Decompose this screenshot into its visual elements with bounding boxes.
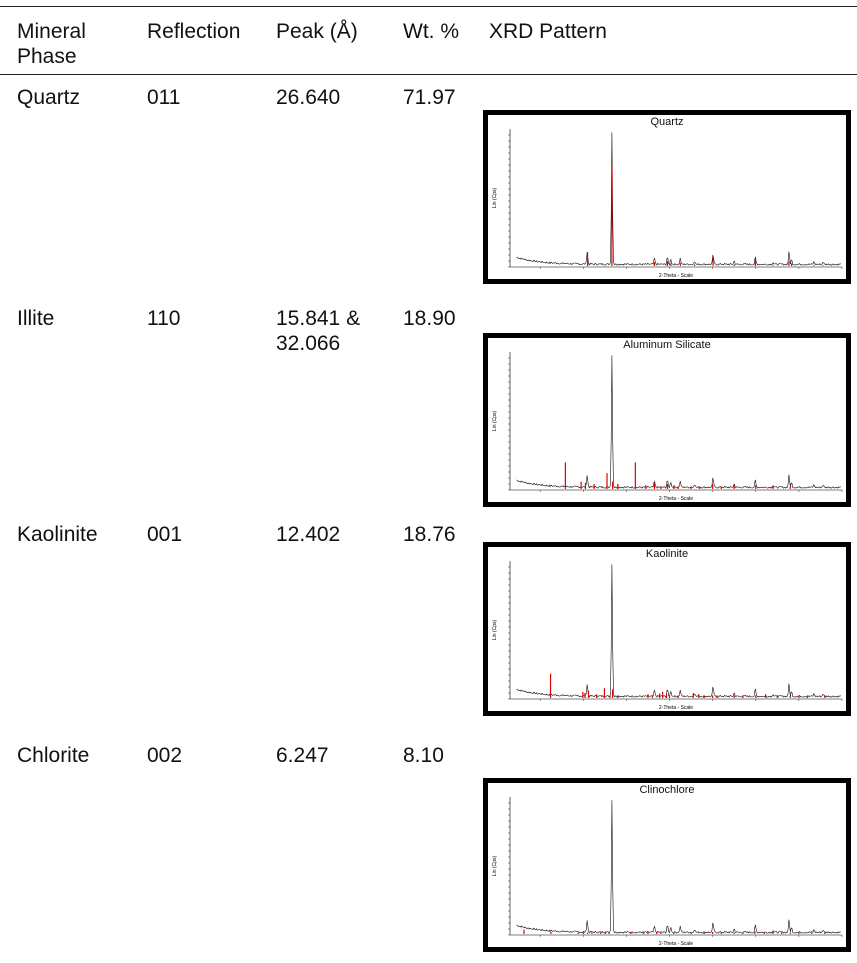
- y-axis-label: Lin (Cps): [492, 188, 498, 209]
- xrd-title: Quartz: [650, 116, 684, 128]
- row-chlorite-peak: 6.247: [276, 744, 329, 767]
- y-axis-label: Lin (Cps): [492, 620, 498, 641]
- observed-pattern: [516, 132, 841, 266]
- row-kaolinite-peak: 12.402: [276, 523, 341, 546]
- table-header-rule: [0, 74, 857, 75]
- table-top-rule: [0, 6, 857, 7]
- row-illite-peak: 15.841 & 32.066: [276, 307, 361, 355]
- header-wt: Wt. %: [403, 20, 459, 43]
- row-chlorite-mineral: Chlorite: [17, 744, 90, 767]
- x-axis-label: 2-Theta - Scale: [659, 496, 693, 502]
- x-axis-label: 2-Theta - Scale: [659, 705, 693, 711]
- row-illite-reflection: 110: [147, 307, 181, 330]
- header-peak: Peak (Å): [276, 20, 358, 43]
- row-kaolinite-wt: 18.76: [403, 523, 456, 546]
- xrd-pattern-clinochlore: Lin (Cps) 2-Theta - Scale Clinochlore: [483, 778, 851, 952]
- xrd-plot: Lin (Cps) 2-Theta - Scale: [492, 561, 843, 711]
- row-illite-mineral: Illite: [17, 307, 55, 330]
- xrd-pattern-aluminum-silicate: Lin (Cps) 2-Theta - Scale Aluminum Silica…: [483, 333, 851, 507]
- y-axis-label: Lin (Cps): [492, 856, 498, 877]
- xrd-pattern-kaolinite: Lin (Cps) 2-Theta - Scale Kaolinite: [483, 542, 851, 716]
- observed-pattern: [516, 800, 841, 934]
- x-axis-label: 2-Theta - Scale: [659, 941, 693, 947]
- row-kaolinite-mineral: Kaolinite: [17, 523, 98, 546]
- header-reflection: Reflection: [147, 20, 241, 43]
- row-kaolinite-reflection: 001: [147, 523, 183, 546]
- row-illite-wt: 18.90: [403, 307, 456, 330]
- xrd-pattern-quartz: Lin (Cps) 2-Theta - Scale Quartz: [483, 110, 851, 284]
- xrd-plot: Lin (Cps) 2-Theta - Scale: [492, 352, 843, 502]
- row-chlorite-wt: 8.10: [403, 744, 444, 767]
- xrd-title: Kaolinite: [645, 548, 689, 560]
- y-axis-label: Lin (Cps): [492, 411, 498, 432]
- row-quartz-reflection: 011: [147, 86, 181, 109]
- header-mineral-phase: Mineral Phase: [17, 20, 86, 68]
- x-axis-label: 2-Theta - Scale: [659, 273, 693, 279]
- row-quartz-mineral: Quartz: [17, 86, 81, 109]
- row-quartz-wt: 71.97: [403, 86, 456, 109]
- row-chlorite-reflection: 002: [147, 744, 183, 767]
- observed-pattern: [516, 564, 841, 698]
- row-quartz-peak: 26.640: [276, 86, 341, 109]
- xrd-title: Aluminum Silicate: [623, 339, 711, 351]
- xrd-plot: Lin (Cps) 2-Theta - Scale: [492, 129, 843, 279]
- xrd-title: Clinochlore: [639, 784, 695, 796]
- xrd-plot: Lin (Cps) 2-Theta - Scale: [492, 797, 843, 947]
- header-xrd-pattern: XRD Pattern: [489, 20, 607, 43]
